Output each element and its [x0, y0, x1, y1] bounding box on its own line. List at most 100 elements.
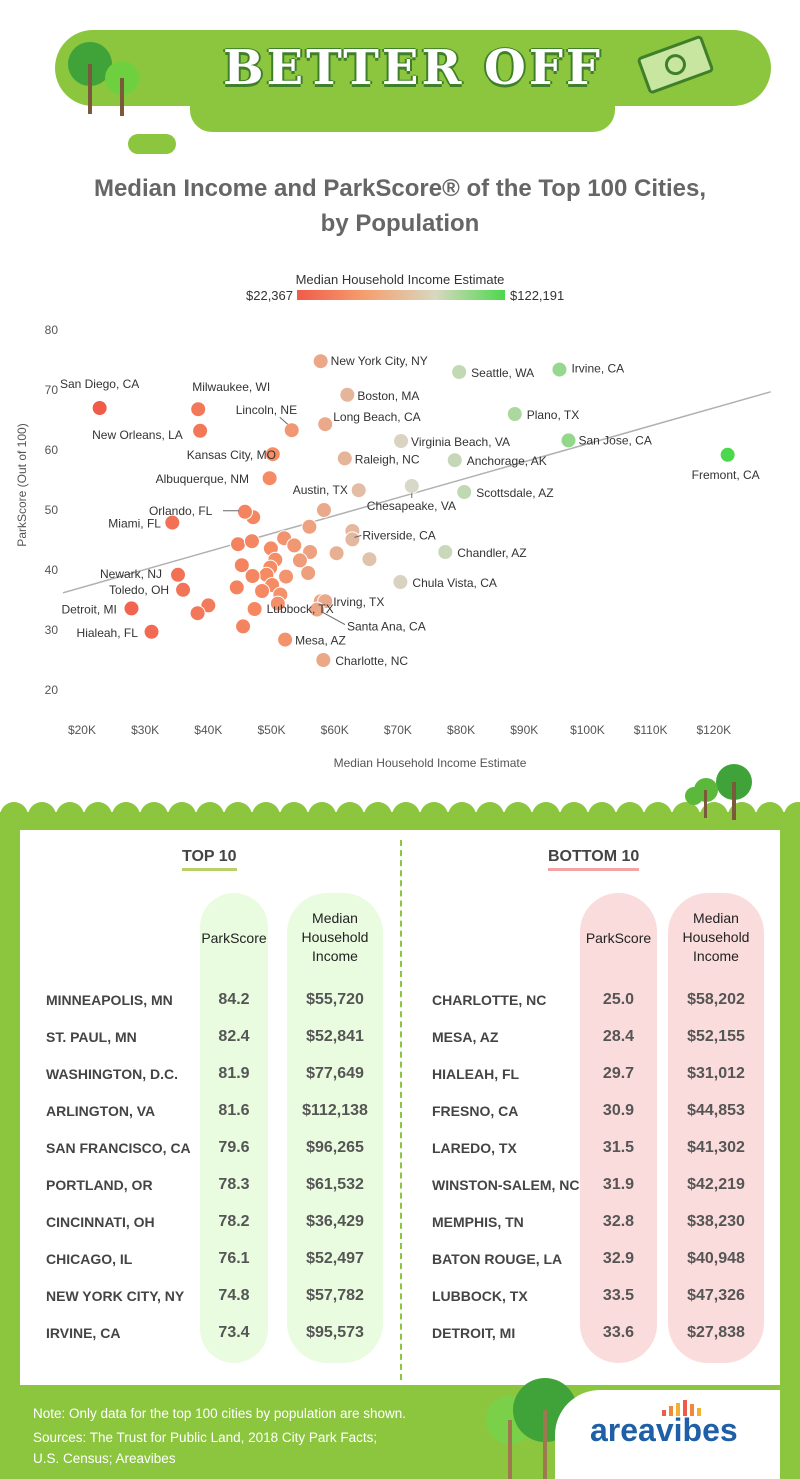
data-point	[164, 514, 181, 531]
header-banner-tab	[190, 90, 615, 132]
point-label: Seattle, WA	[471, 366, 534, 380]
y-tick-label: 40	[45, 563, 59, 577]
table-row-city: CHARLOTTE, NC	[432, 992, 547, 1008]
table-row-score: 81.9	[218, 1065, 250, 1082]
data-point	[246, 601, 263, 617]
x-tick-label: $110K	[634, 723, 668, 737]
data-point	[192, 422, 209, 439]
x-tick-label: $90K	[510, 723, 538, 737]
point-label: Lubbock, TX	[267, 602, 334, 616]
table-row-score: 33.5	[602, 1287, 635, 1304]
table-row-score: 81.6	[218, 1102, 250, 1119]
trees-icon	[685, 764, 752, 820]
table-row-score: 33.6	[602, 1324, 635, 1341]
table-row-city: WASHINGTON, D.C.	[46, 1066, 178, 1082]
table-row-city: DETROIT, MI	[432, 1325, 516, 1341]
data-point	[339, 386, 356, 403]
data-point	[286, 537, 303, 554]
point-label: Chula Vista, CA	[412, 576, 497, 590]
y-tick-label: 50	[45, 503, 59, 517]
table-row-score: 82.4	[218, 1028, 250, 1045]
table-row-city: HIALEAH, FL	[432, 1066, 520, 1082]
point-label: Chandler, AZ	[457, 546, 526, 560]
point-label: San Diego, CA	[60, 377, 139, 391]
data-point	[236, 503, 253, 520]
footer-sources-2: U.S. Census; Areavibes	[33, 1451, 176, 1466]
top10-score-column	[200, 893, 268, 1363]
top10-income-column	[287, 893, 383, 1363]
footer-sources-1: Sources: The Trust for Public Land, 2018…	[33, 1430, 378, 1445]
table-row-income: $38,230	[687, 1213, 745, 1230]
point-label: Austin, TX	[293, 483, 348, 497]
x-tick-label: $70K	[384, 723, 412, 737]
x-tick-label: $20K	[68, 723, 96, 737]
table-row-income: $42,219	[687, 1176, 745, 1193]
data-point	[233, 557, 250, 574]
table-row-score: 74.8	[218, 1287, 250, 1304]
data-point	[361, 551, 378, 568]
x-axis-label: Median Household Income Estimate	[334, 756, 527, 770]
data-point	[283, 422, 300, 439]
table-row-income: $47,326	[687, 1287, 745, 1304]
point-label: Orlando, FL	[149, 504, 213, 518]
point-label: San Jose, CA	[578, 433, 651, 447]
y-tick-label: 70	[45, 383, 59, 397]
data-point	[336, 450, 353, 467]
table-row-city: BATON ROUGE, LA	[432, 1251, 563, 1267]
point-label: Riverside, CA	[362, 528, 435, 542]
table-row-city: PORTLAND, OR	[46, 1177, 153, 1193]
data-point	[451, 364, 468, 380]
point-label: Mesa, AZ	[295, 634, 346, 648]
point-label: Irvine, CA	[571, 362, 624, 376]
legend-max: $122,191	[510, 288, 565, 303]
y-tick-label: 20	[45, 683, 59, 697]
table-row-city: CHICAGO, IL	[46, 1251, 133, 1267]
chart-title-line1: Median Income and ParkScore® of the Top …	[93, 175, 707, 202]
table-row-city: MESA, AZ	[432, 1029, 499, 1045]
data-point	[506, 406, 523, 422]
data-point	[278, 568, 295, 585]
point-label: Scottsdale, AZ	[476, 486, 553, 500]
top10-title: TOP 10	[182, 848, 237, 871]
x-tick-label: $80K	[447, 723, 475, 737]
point-label: Long Beach, CA	[333, 410, 420, 424]
table-row-city: FRESNO, CA	[432, 1103, 519, 1119]
table-row-income: $27,838	[687, 1324, 745, 1341]
table-row-income: $55,720	[306, 991, 364, 1008]
table-row-city: LAREDO, TX	[432, 1140, 517, 1156]
data-point	[277, 631, 294, 648]
table-row-city: IRVINE, CA	[46, 1325, 121, 1341]
table-row-income: $77,649	[306, 1065, 364, 1082]
page-header-title: BETTER OFF	[222, 40, 604, 96]
point-label: Irving, TX	[333, 595, 384, 609]
tables-divider	[400, 840, 402, 1380]
y-tick-label: 30	[45, 623, 59, 637]
table-row-income: $57,782	[306, 1287, 364, 1304]
data-point	[344, 531, 361, 548]
point-label: Albuquerque, NM	[156, 472, 249, 486]
point-label: Milwaukee, WI	[192, 380, 270, 394]
data-point	[300, 565, 317, 581]
point-label: Boston, MA	[357, 389, 419, 403]
point-label: Chesapeake, VA	[367, 499, 456, 513]
table-row-income: $112,138	[302, 1102, 368, 1119]
data-point	[175, 581, 192, 598]
data-point	[235, 618, 252, 635]
header-banner-pill	[128, 134, 176, 154]
footer-note: Note: Only data for the top 100 cities b…	[33, 1406, 406, 1421]
point-label: Fremont, CA	[692, 468, 760, 482]
point-label: Plano, TX	[527, 408, 579, 422]
table-row-score: 31.9	[602, 1176, 635, 1193]
data-point	[437, 544, 454, 560]
data-point	[446, 452, 463, 469]
data-point	[315, 502, 332, 518]
bottom10-income-header: Median Household Income	[682, 910, 750, 964]
table-row-income: $52,155	[687, 1028, 745, 1045]
data-point	[228, 579, 245, 596]
data-point	[189, 605, 206, 622]
data-point	[261, 470, 278, 487]
point-label: Lincoln, NE	[236, 403, 297, 417]
logo-card	[555, 1390, 780, 1479]
data-point	[456, 484, 473, 500]
table-row-income: $61,532	[306, 1176, 364, 1193]
